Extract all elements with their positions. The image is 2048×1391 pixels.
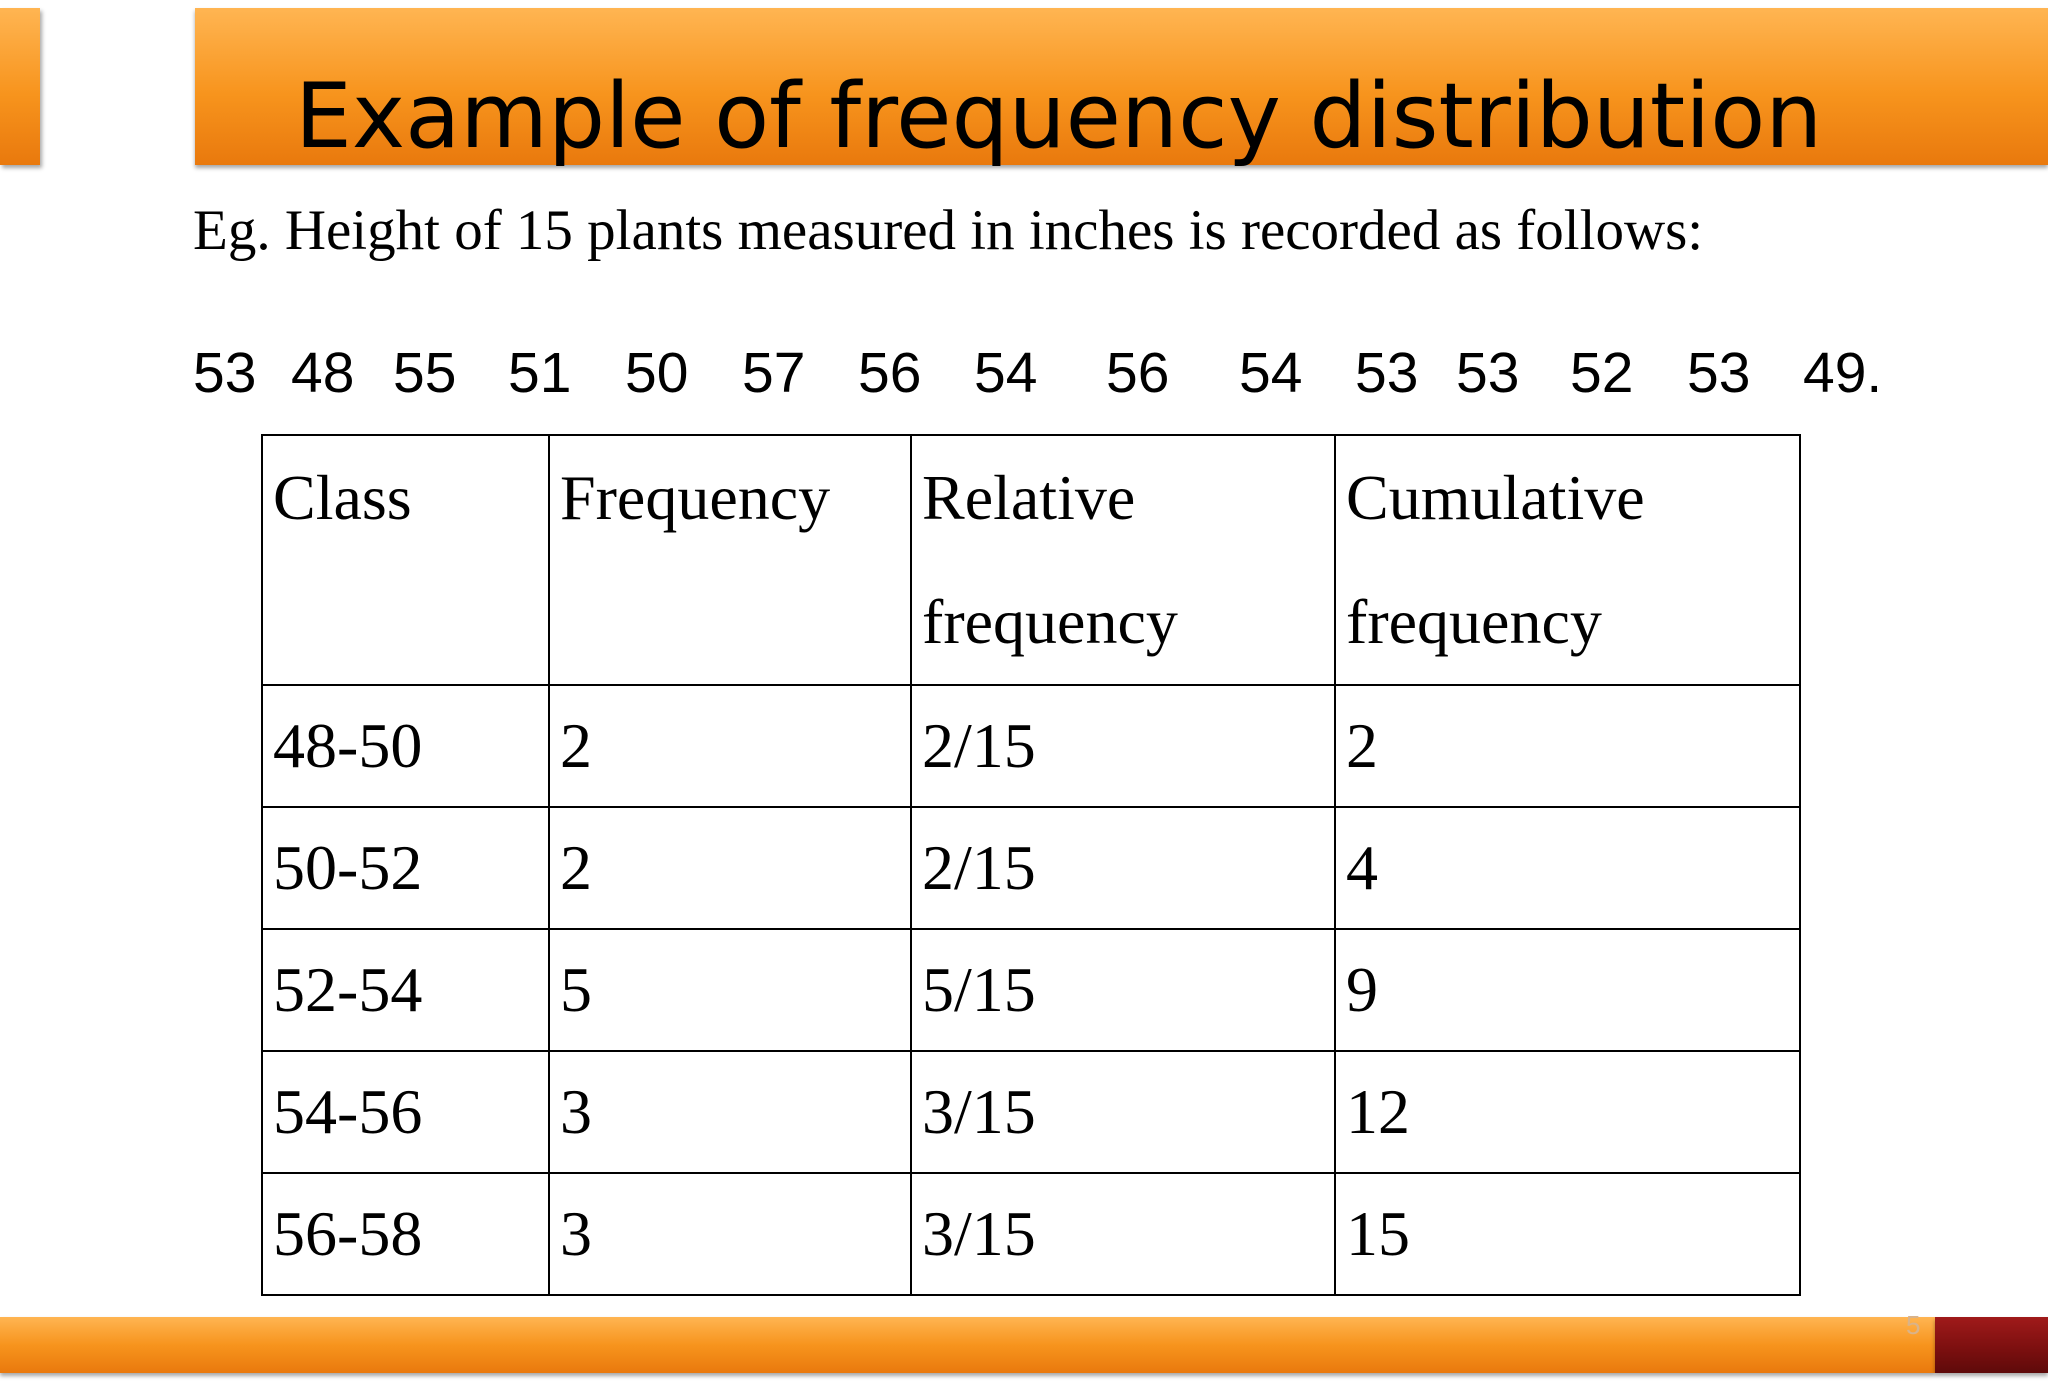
cell-relative-frequency: 2/15 xyxy=(910,684,1336,808)
cell-class: 52-54 xyxy=(261,928,550,1052)
table-row: 50-52 2 2/15 4 xyxy=(261,806,1801,930)
header-cumulative-frequency: Cumulative frequency xyxy=(1334,434,1801,686)
data-value: 51 xyxy=(508,341,572,405)
data-value: 53 xyxy=(1456,341,1520,405)
header-relative-frequency: Relative frequency xyxy=(910,434,1336,686)
cell-cumulative-frequency: 2 xyxy=(1334,684,1801,808)
data-value: 55 xyxy=(393,341,457,405)
table-row: 54-56 3 3/15 12 xyxy=(261,1050,1801,1174)
cell-class: 56-58 xyxy=(261,1172,550,1296)
data-value: 50 xyxy=(625,341,689,405)
cell-relative-frequency: 3/15 xyxy=(910,1050,1336,1174)
header-class-label: Class xyxy=(273,462,412,533)
data-value: 53 xyxy=(1687,341,1751,405)
cell-cumulative-frequency: 9 xyxy=(1334,928,1801,1052)
page-number: 5 xyxy=(1906,1310,1921,1340)
cell-frequency: 2 xyxy=(548,684,912,808)
cell-class: 54-56 xyxy=(261,1050,550,1174)
table-row: 56-58 3 3/15 15 xyxy=(261,1172,1801,1296)
cell-relative-frequency: 2/15 xyxy=(910,806,1336,930)
data-value: 57 xyxy=(742,341,806,405)
footer-accent-block xyxy=(1935,1317,2048,1373)
header-relative-line1: Relative xyxy=(922,462,1136,533)
header-frequency: Frequency xyxy=(548,434,912,686)
table-row: 52-54 5 5/15 9 xyxy=(261,928,1801,1052)
footer-bar xyxy=(0,1317,1935,1373)
header-cumulative-line2: frequency xyxy=(1346,586,1602,657)
cell-cumulative-frequency: 12 xyxy=(1334,1050,1801,1174)
cell-frequency: 3 xyxy=(548,1172,912,1296)
slide-title: Example of frequency distribution xyxy=(295,64,1823,169)
header-frequency-label: Frequency xyxy=(560,462,831,533)
header-cumulative-line1: Cumulative xyxy=(1346,462,1645,533)
data-value: 53 xyxy=(193,341,257,405)
data-value: 56 xyxy=(1106,341,1170,405)
cell-relative-frequency: 3/15 xyxy=(910,1172,1336,1296)
intro-text: Eg. Height of 15 plants measured in inch… xyxy=(193,199,1704,262)
cell-class: 50-52 xyxy=(261,806,550,930)
frequency-table: Class Frequency Relative frequency Cumul… xyxy=(261,434,1801,1296)
data-value: 48 xyxy=(291,341,355,405)
data-value: 53 xyxy=(1355,341,1419,405)
header-class: Class xyxy=(261,434,550,686)
cell-frequency: 5 xyxy=(548,928,912,1052)
cell-cumulative-frequency: 15 xyxy=(1334,1172,1801,1296)
header-relative-line2: frequency xyxy=(922,586,1178,657)
data-value: 56 xyxy=(858,341,922,405)
data-value: 54 xyxy=(974,341,1038,405)
data-value: 49. xyxy=(1803,341,1883,405)
table-header-row: Class Frequency Relative frequency Cumul… xyxy=(261,434,1801,686)
cell-class: 48-50 xyxy=(261,684,550,808)
cell-frequency: 3 xyxy=(548,1050,912,1174)
data-values-row: 53 48 55 51 50 57 56 54 56 54 53 53 52 5… xyxy=(193,338,1893,408)
title-bar xyxy=(195,8,2048,165)
cell-relative-frequency: 5/15 xyxy=(910,928,1336,1052)
cell-cumulative-frequency: 4 xyxy=(1334,806,1801,930)
data-value: 54 xyxy=(1239,341,1303,405)
data-value: 52 xyxy=(1570,341,1634,405)
table-row: 48-50 2 2/15 2 xyxy=(261,684,1801,808)
cell-frequency: 2 xyxy=(548,806,912,930)
left-accent-bar xyxy=(0,8,40,165)
